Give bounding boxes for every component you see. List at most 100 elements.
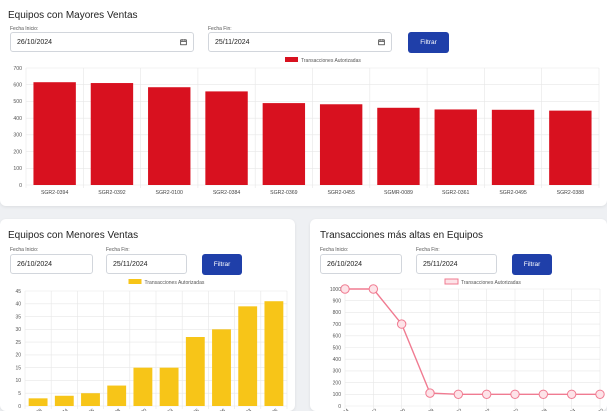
bar	[212, 329, 231, 406]
top-sales-chart: Transacciones Autorizadas 0 100 200 300 400 50…	[13, 57, 600, 196]
x-tick-label: SGR2-0392	[98, 190, 126, 196]
legend-label: Transacciones Autorizadas	[145, 280, 205, 286]
x-tick-label: SGMR-0089	[384, 190, 413, 196]
y-tick-label: 700	[13, 66, 22, 72]
br-start-label: Fecha Inicio:	[320, 247, 349, 253]
top-start-label: Fecha Inicio:	[10, 26, 39, 32]
calendar-icon[interactable]	[180, 39, 187, 46]
bl-start-date-value: 26/10/2024	[17, 260, 53, 268]
x-tick-label: SGMR-0086	[253, 408, 279, 411]
br-start-date-input[interactable]: 26/10/2024	[320, 254, 402, 274]
data-point	[538, 389, 549, 400]
bl-end-date-input[interactable]: 25/11/2024	[106, 254, 187, 274]
bl-filter-button[interactable]: Filtrar	[202, 254, 242, 275]
x-tick-label: SGR2-0303	[228, 408, 253, 411]
y-tick-label: 35	[15, 314, 21, 320]
x-tick-label: SGR2-0361	[442, 190, 470, 196]
bar	[434, 109, 477, 185]
y-tick-label: 800	[333, 310, 342, 316]
top-end-date-input[interactable]: 25/11/2024	[208, 32, 392, 52]
data-point	[510, 389, 520, 400]
x-tick-label: SGR2-0398	[18, 408, 43, 411]
bar	[159, 367, 179, 406]
legend-swatch	[128, 279, 142, 284]
bl-start-label: Fecha Inicio:	[10, 247, 39, 253]
bar	[205, 91, 248, 185]
y-tick-label: 100	[333, 392, 342, 398]
y-tick-label: 400	[333, 357, 342, 363]
bar	[491, 109, 535, 185]
x-tick-label: SGR2-0402	[467, 408, 492, 411]
br-filter-button[interactable]: Filtrar	[512, 254, 552, 275]
bl-start-date-input[interactable]: 26/10/2024	[10, 254, 93, 274]
data-point	[566, 389, 577, 400]
y-tick-label: 600	[13, 83, 22, 89]
y-tick-label: 300	[333, 369, 342, 375]
y-tick-label: 10	[15, 378, 21, 384]
bar	[185, 337, 205, 406]
top-end-date-value: 25/11/2024	[215, 38, 250, 46]
data-point	[396, 319, 407, 329]
bl-end-label: Fecha Fin:	[106, 247, 130, 253]
x-tick-label: SGR2-0235	[175, 408, 200, 411]
y-tick-label: 400	[13, 116, 22, 122]
y-tick-label: 25	[15, 340, 21, 346]
bar	[107, 385, 127, 406]
y-tick-label: 0	[338, 404, 341, 410]
x-tick-label: SGR2-0100	[382, 408, 407, 411]
x-tick-label: SGR2-0369	[523, 408, 548, 411]
legend-swatch	[285, 57, 298, 62]
top-start-date-input[interactable]: 26/10/2024	[10, 32, 194, 52]
y-tick-label: 700	[333, 322, 342, 328]
x-tick-label: SGR2-0230	[123, 408, 148, 411]
top-sales-panel: Equipos con Mayores Ventas Fecha Inicio:…	[0, 0, 607, 206]
top-transactions-panel: Transacciones más altas en Equipos Fecha…	[310, 219, 607, 411]
x-tick-label: SGR2-0495	[499, 190, 527, 196]
legend-swatch	[444, 278, 459, 285]
x-tick-label: SGR2-0302	[580, 408, 605, 411]
bar	[28, 398, 48, 406]
legend-label: Transacciones Autorizadas	[461, 280, 521, 286]
low-sales-panel: Equipos con Menores Ventas Fecha Inicio:…	[0, 219, 295, 411]
x-tick-label: SGMR-0042	[352, 408, 378, 411]
bar	[262, 103, 306, 185]
x-tick-label: SGR2-0093	[149, 408, 174, 411]
top-end-label: Fecha Fin:	[208, 26, 232, 32]
calendar-icon[interactable]	[378, 39, 385, 46]
bar	[319, 104, 363, 185]
x-tick-label: SGR2-0408	[97, 408, 122, 411]
bar	[133, 367, 153, 406]
br-end-date-input[interactable]: 25/11/2024	[416, 254, 497, 274]
low-sales-title: Equipos con Menores Ventas	[8, 230, 139, 241]
x-tick-label: SGR2-0202	[495, 408, 520, 411]
bar	[264, 301, 284, 406]
y-tick-label: 500	[13, 99, 22, 105]
data-point	[425, 388, 435, 398]
br-start-date-value: 26/10/2024	[327, 260, 363, 268]
y-tick-label: 0	[19, 183, 22, 189]
x-tick-label: SGR2-0100	[156, 190, 184, 196]
y-tick-label: 30	[15, 327, 21, 333]
legend-label: Transacciones Autorizadas	[301, 58, 361, 64]
bar	[377, 107, 420, 185]
y-tick-label: 5	[18, 391, 21, 397]
bar	[81, 393, 100, 406]
top-filter-button[interactable]: Filtrar	[408, 32, 449, 53]
top-transactions-title: Transacciones más altas en Equipos	[320, 230, 484, 241]
y-tick-label: 200	[333, 380, 342, 386]
br-end-label: Fecha Fin:	[416, 247, 440, 253]
data-point	[453, 389, 464, 400]
bar	[33, 82, 76, 185]
y-tick-label: 900	[333, 299, 342, 305]
top-start-date-value: 26/10/2024	[17, 38, 53, 46]
bar	[148, 87, 191, 185]
top-sales-title: Equipos con Mayores Ventas	[8, 10, 138, 21]
x-tick-label: SGR2-0394	[41, 190, 69, 196]
bar	[54, 395, 74, 406]
bar	[90, 83, 134, 185]
y-tick-label: 500	[333, 345, 342, 351]
y-tick-label: 1000	[330, 287, 341, 293]
br-end-date-value: 25/11/2024	[423, 260, 458, 268]
y-tick-label: 300	[13, 133, 22, 139]
x-tick-label: SGR2-0388	[557, 190, 585, 196]
